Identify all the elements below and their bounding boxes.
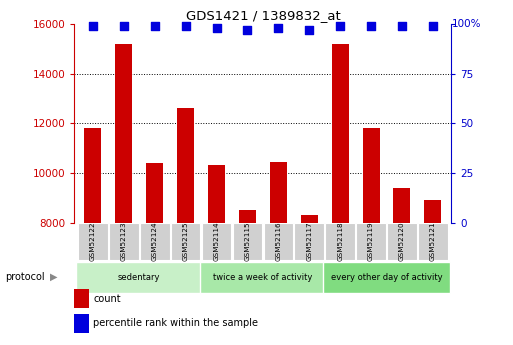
Text: GSM52116: GSM52116: [275, 222, 281, 261]
FancyBboxPatch shape: [418, 223, 448, 260]
FancyBboxPatch shape: [76, 262, 203, 293]
Text: GSM52120: GSM52120: [399, 222, 405, 261]
Bar: [239, 210, 256, 223]
FancyBboxPatch shape: [264, 223, 293, 260]
FancyBboxPatch shape: [325, 223, 355, 260]
Text: GSM52124: GSM52124: [152, 222, 157, 261]
Point: [367, 23, 375, 29]
Point: [336, 23, 344, 29]
Bar: [85, 128, 102, 223]
Point: [182, 23, 190, 29]
Text: ▶: ▶: [50, 272, 57, 282]
Text: GSM52117: GSM52117: [306, 222, 312, 261]
Text: count: count: [93, 294, 121, 304]
Text: GSM52114: GSM52114: [213, 222, 220, 261]
Bar: [332, 44, 349, 223]
FancyBboxPatch shape: [294, 223, 324, 260]
Text: every other day of activity: every other day of activity: [331, 273, 442, 282]
Point: [243, 27, 251, 33]
Bar: [208, 166, 225, 223]
Bar: [424, 200, 441, 223]
FancyBboxPatch shape: [109, 223, 139, 260]
Point: [151, 23, 159, 29]
Bar: [146, 163, 163, 223]
Bar: [177, 108, 194, 223]
Text: GSM52123: GSM52123: [121, 222, 127, 261]
Point: [120, 23, 128, 29]
Title: GDS1421 / 1389832_at: GDS1421 / 1389832_at: [186, 9, 340, 22]
Text: GSM52121: GSM52121: [430, 222, 436, 261]
Bar: [363, 128, 380, 223]
FancyBboxPatch shape: [200, 262, 326, 293]
FancyBboxPatch shape: [78, 223, 108, 260]
Text: protocol: protocol: [5, 272, 45, 282]
Text: GSM52125: GSM52125: [183, 222, 189, 261]
FancyBboxPatch shape: [202, 223, 231, 260]
Bar: [393, 188, 410, 223]
FancyBboxPatch shape: [140, 223, 170, 260]
Text: twice a week of activity: twice a week of activity: [213, 273, 312, 282]
Point: [429, 23, 437, 29]
FancyBboxPatch shape: [171, 223, 201, 260]
FancyBboxPatch shape: [323, 262, 450, 293]
Text: sedentary: sedentary: [118, 273, 161, 282]
Text: 100%: 100%: [451, 19, 481, 29]
Point: [274, 26, 283, 31]
Text: GSM52122: GSM52122: [90, 222, 96, 261]
Bar: [115, 44, 132, 223]
Point: [398, 23, 406, 29]
Point: [89, 23, 97, 29]
FancyBboxPatch shape: [387, 223, 417, 260]
Text: percentile rank within the sample: percentile rank within the sample: [93, 318, 259, 328]
Text: GSM52118: GSM52118: [337, 222, 343, 261]
Bar: [270, 162, 287, 223]
Bar: [301, 215, 318, 223]
Text: GSM52119: GSM52119: [368, 222, 374, 261]
Point: [305, 27, 313, 33]
Text: GSM52115: GSM52115: [245, 222, 250, 261]
FancyBboxPatch shape: [232, 223, 262, 260]
Point: [212, 26, 221, 31]
FancyBboxPatch shape: [356, 223, 386, 260]
